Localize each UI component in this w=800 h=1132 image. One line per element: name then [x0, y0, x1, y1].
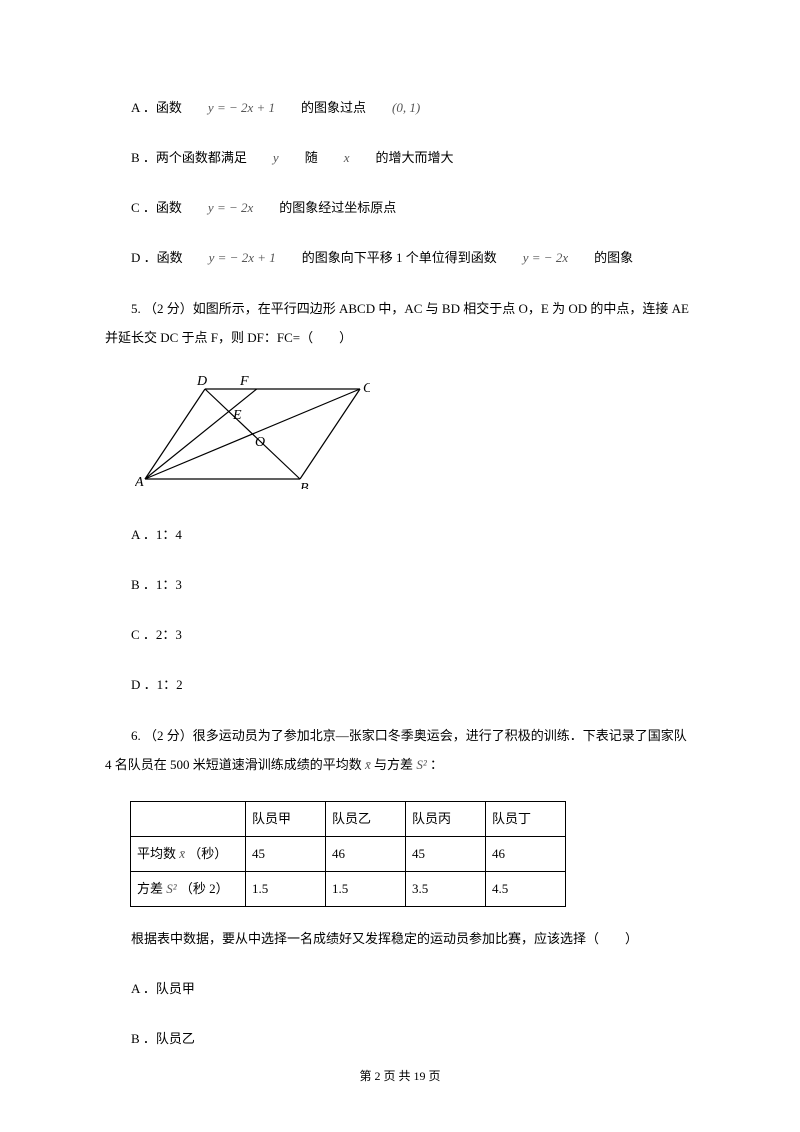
q6-text: 6. （2 分）很多运动员为了参加北京—张家口冬季奥运会，进行了积极的训练．下表… — [105, 722, 695, 779]
q4-c-pre: C ．函数 — [105, 195, 182, 221]
svg-text:B: B — [300, 481, 309, 489]
q5-option-d: D ．1：2 — [105, 672, 695, 698]
table-row: 方差 S² （秒 2）1.51.53.54.5 — [131, 872, 566, 907]
q4-d-post: 的图象 — [568, 245, 633, 271]
q6-s2: S² — [416, 757, 426, 772]
q4-b-mid: 随 — [279, 145, 318, 171]
q4-option-d: D ．函数 y = − 2x + 1 的图象向下平移 1 个单位得到函数 y =… — [105, 245, 695, 271]
table-cell: 45 — [246, 837, 326, 872]
q4-b-post: 的增大而增大 — [350, 145, 454, 171]
q4-b-x: x — [318, 145, 350, 171]
table-cell: 45 — [406, 837, 486, 872]
q4-a-mid: 的图象过点 — [275, 95, 366, 121]
q4-option-c: C ．函数 y = − 2x 的图象经过坐标原点 — [105, 195, 695, 221]
q4-d-mid: 的图象向下平移 1 个单位得到函数 — [276, 245, 497, 271]
svg-text:F: F — [239, 374, 249, 389]
table-cell: 1.5 — [326, 872, 406, 907]
table-cell: 46 — [486, 837, 566, 872]
q4-option-b: B ．两个函数都满足 y 随 x 的增大而增大 — [105, 145, 695, 171]
q4-d-formula1: y = − 2x + 1 — [183, 245, 276, 271]
table-cell: 46 — [326, 837, 406, 872]
q4-d-pre: D ．函数 — [105, 245, 183, 271]
q6-text-mid: 与方差 — [371, 757, 417, 772]
table-cell: 队员乙 — [326, 802, 406, 837]
q5-option-b: B ．1：3 — [105, 572, 695, 598]
q5-option-a: A ．1：4 — [105, 522, 695, 548]
q4-b-pre: B ．两个函数都满足 — [105, 145, 247, 171]
table-cell: 队员丙 — [406, 802, 486, 837]
q4-d-formula2: y = − 2x — [497, 245, 568, 271]
q4-option-a: A ．函数 y = − 2x + 1 的图象过点 (0, 1) — [105, 95, 695, 121]
svg-text:E: E — [232, 408, 242, 423]
q4-a-pre: A ．函数 — [105, 95, 182, 121]
table-cell: 方差 S² （秒 2） — [131, 872, 246, 907]
table-cell: 1.5 — [246, 872, 326, 907]
q4-c-post: 的图象经过坐标原点 — [253, 195, 396, 221]
q6-text-post: ： — [427, 757, 443, 772]
table-row: 平均数 x̄ （秒）45464546 — [131, 837, 566, 872]
q5-text: 5. （2 分）如图所示，在平行四边形 ABCD 中，AC 与 BD 相交于点 … — [105, 295, 695, 352]
q5-option-c: C ．2：3 — [105, 622, 695, 648]
svg-text:D: D — [196, 374, 207, 389]
table-cell: 队员丁 — [486, 802, 566, 837]
svg-text:C: C — [363, 381, 370, 396]
table-cell: 平均数 x̄ （秒） — [131, 837, 246, 872]
page-footer: 第 2 页 共 19 页 — [0, 1067, 800, 1084]
q6-option-a: A ．队员甲 — [105, 976, 695, 1002]
table-cell: 队员甲 — [246, 802, 326, 837]
table-cell — [131, 802, 246, 837]
svg-text:A: A — [135, 475, 144, 489]
svg-text:O: O — [255, 435, 265, 450]
parallelogram-diagram: A B C D F EO — [135, 374, 370, 489]
q4-a-point: (0, 1) — [366, 95, 420, 121]
table-cell: 3.5 — [406, 872, 486, 907]
q4-c-formula: y = − 2x — [182, 195, 253, 221]
page-content: A ．函数 y = − 2x + 1 的图象过点 (0, 1) B ．两个函数都… — [105, 95, 695, 1052]
q5-figure: A B C D F EO — [135, 374, 695, 498]
table-row: 队员甲队员乙队员丙队员丁 — [131, 802, 566, 837]
table-cell: 4.5 — [486, 872, 566, 907]
q4-b-y: y — [247, 145, 279, 171]
q6-data-table: 队员甲队员乙队员丙队员丁平均数 x̄ （秒）45464546方差 S² （秒 2… — [130, 801, 566, 907]
q4-a-formula: y = − 2x + 1 — [182, 95, 275, 121]
q6-followup: 根据表中数据，要从中选择一名成绩好又发挥稳定的运动员参加比赛，应该选择（ ） — [105, 925, 695, 954]
q6-option-b: B ．队员乙 — [105, 1026, 695, 1052]
